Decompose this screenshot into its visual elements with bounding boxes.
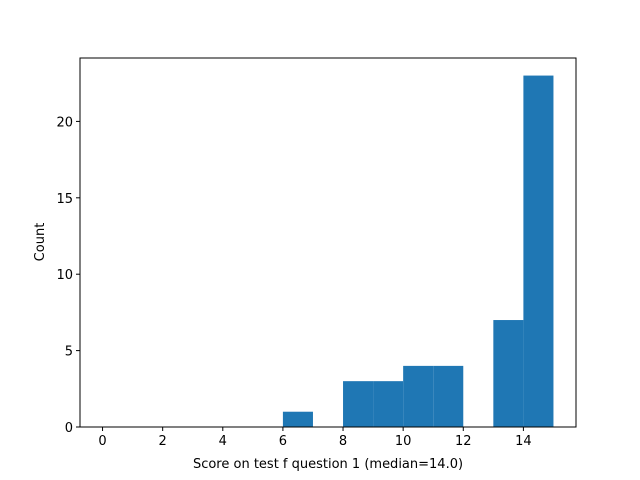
bar <box>373 381 404 427</box>
x-tick-label: 14 <box>515 434 532 449</box>
y-tick-label: 15 <box>56 192 73 207</box>
bar <box>403 365 434 427</box>
x-tick-label: 0 <box>98 434 106 449</box>
x-tick-label: 6 <box>279 434 287 449</box>
x-tick-label: 2 <box>159 434 167 449</box>
x-tick-label: 4 <box>219 434 227 449</box>
axes-frame <box>79 57 577 428</box>
x-tick-label: 12 <box>455 434 472 449</box>
y-tick-label: 10 <box>56 268 73 283</box>
y-tick-label: 0 <box>65 421 73 436</box>
bar <box>282 411 313 427</box>
y-axis-label: Count <box>33 223 48 262</box>
bar <box>523 75 554 428</box>
bar <box>493 320 524 427</box>
bar <box>433 365 464 427</box>
y-tick-label: 20 <box>56 115 73 130</box>
bar <box>343 381 374 427</box>
y-tick-label: 5 <box>65 345 73 360</box>
x-axis-label: Score on test f question 1 (median=14.0) <box>193 457 463 472</box>
x-tick-label: 10 <box>395 434 412 449</box>
x-tick-label: 8 <box>339 434 347 449</box>
